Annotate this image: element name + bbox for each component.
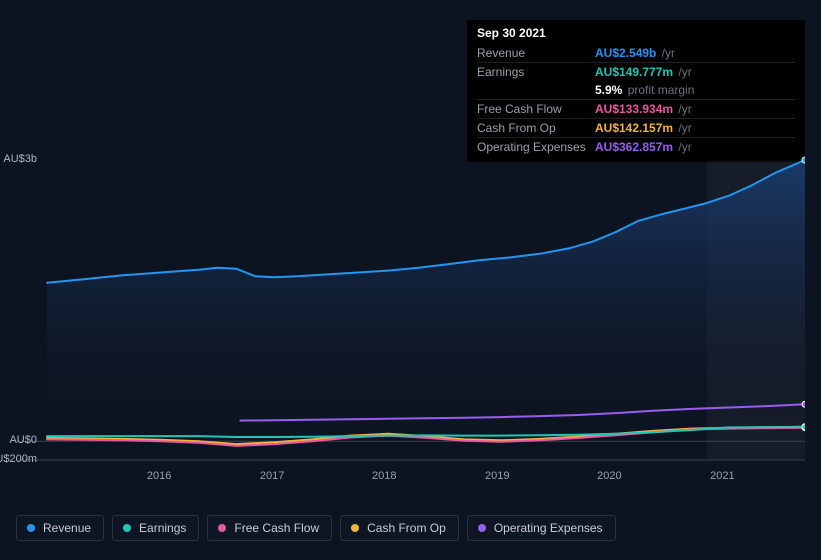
x-tick-label: 2016 bbox=[147, 470, 171, 482]
legend-item[interactable]: Earnings bbox=[112, 515, 199, 541]
tooltip-row-label: Free Cash Flow bbox=[477, 100, 595, 119]
chart-legend: Revenue Earnings Free Cash Flow Cash From O… bbox=[16, 515, 616, 541]
financial-chart[interactable]: AU$3b AU$0 -AU$200m 20162017201820192020… bbox=[16, 155, 805, 495]
tooltip-row-label: Earnings bbox=[477, 63, 595, 82]
legend-label: Revenue bbox=[43, 521, 91, 535]
tooltip-row-sub: 5.9% profit margin bbox=[595, 81, 795, 100]
tooltip-date: Sep 30 2021 bbox=[477, 26, 795, 40]
tooltip-table: RevenueAU$2.549b /yrEarningsAU$149.777m … bbox=[477, 44, 795, 156]
tooltip-row-value: AU$149.777m /yr bbox=[595, 63, 795, 82]
legend-swatch-icon bbox=[478, 524, 486, 532]
tooltip-row-label: Operating Expenses bbox=[477, 138, 595, 157]
x-tick-label: 2020 bbox=[597, 470, 621, 482]
y-tick-zero: AU$0 bbox=[9, 434, 37, 446]
tooltip-row-label: Revenue bbox=[477, 44, 595, 63]
legend-swatch-icon bbox=[27, 524, 35, 532]
x-tick-label: 2017 bbox=[260, 470, 284, 482]
y-tick-bottom: -AU$200m bbox=[0, 453, 37, 465]
chart-tooltip: Sep 30 2021 RevenueAU$2.549b /yrEarnings… bbox=[467, 20, 805, 162]
legend-label: Earnings bbox=[139, 521, 186, 535]
tooltip-row-value: AU$142.157m /yr bbox=[595, 119, 795, 138]
x-tick-label: 2018 bbox=[372, 470, 396, 482]
tooltip-row-value: AU$362.857m /yr bbox=[595, 138, 795, 157]
tooltip-row-label: Cash From Op bbox=[477, 119, 595, 138]
tooltip-row-value: AU$2.549b /yr bbox=[595, 44, 795, 63]
legend-swatch-icon bbox=[351, 524, 359, 532]
legend-swatch-icon bbox=[123, 524, 131, 532]
legend-item[interactable]: Free Cash Flow bbox=[207, 515, 332, 541]
legend-item[interactable]: Revenue bbox=[16, 515, 104, 541]
legend-item[interactable]: Cash From Op bbox=[340, 515, 459, 541]
chart-svg bbox=[16, 155, 805, 475]
legend-label: Cash From Op bbox=[367, 521, 446, 535]
x-tick-label: 2021 bbox=[710, 470, 734, 482]
legend-swatch-icon bbox=[218, 524, 226, 532]
legend-label: Free Cash Flow bbox=[234, 521, 319, 535]
legend-item[interactable]: Operating Expenses bbox=[467, 515, 616, 541]
tooltip-row-value: AU$133.934m /yr bbox=[595, 100, 795, 119]
y-tick-top: AU$3b bbox=[3, 153, 37, 165]
legend-label: Operating Expenses bbox=[494, 521, 603, 535]
x-tick-label: 2019 bbox=[485, 470, 509, 482]
